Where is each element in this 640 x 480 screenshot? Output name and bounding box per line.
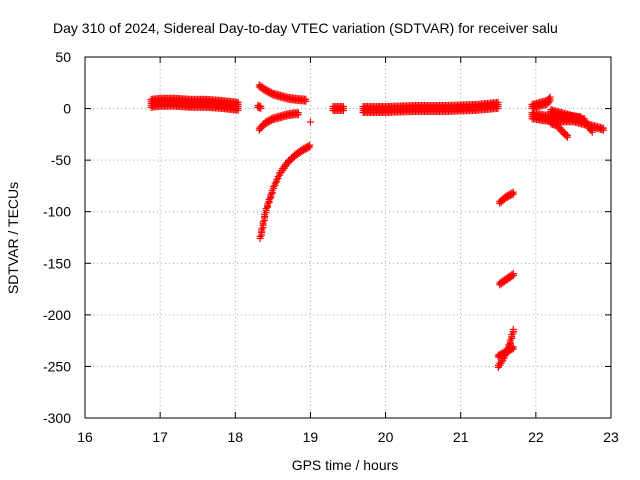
data-point [588, 128, 596, 136]
data-points [147, 81, 607, 371]
data-point [257, 104, 265, 112]
y-axis-label: SDTVAR / TECUs [5, 182, 21, 294]
data-point [508, 273, 516, 281]
chart-title: Day 310 of 2024, Sidereal Day-to-day VTE… [53, 20, 558, 36]
tick-layer [84, 56, 612, 419]
y-tick-label: -100 [43, 204, 71, 220]
data-point [545, 99, 553, 107]
y-tick-label: -50 [51, 152, 71, 168]
data-point [270, 184, 278, 192]
data-point [268, 188, 276, 196]
x-tick-label: 21 [453, 429, 469, 445]
x-axis-label: GPS time / hours [292, 457, 399, 473]
data-point [264, 202, 272, 210]
data-point [302, 97, 310, 105]
data-point [259, 220, 267, 228]
data-point [506, 338, 514, 346]
data-point [294, 111, 302, 119]
plot-frame [84, 56, 612, 419]
data-point [306, 118, 314, 126]
data-point [256, 234, 264, 242]
x-tick-label: 17 [152, 429, 168, 445]
data-point [543, 100, 551, 108]
data-point [508, 333, 516, 341]
y-tick-label: 0 [63, 101, 71, 117]
data-point [563, 133, 571, 141]
tick-labels: 16 17 18 19 20 21 22 23 50 0 -50 -100 -150 -200 -250 -3… [43, 49, 619, 445]
data-point [271, 181, 279, 189]
data-point [255, 126, 263, 134]
data-point [577, 115, 585, 123]
data-point [339, 107, 347, 115]
x-tick-label: 18 [227, 429, 243, 445]
data-point [262, 206, 270, 214]
data-point [258, 123, 266, 131]
data-point [257, 125, 265, 133]
data-point [234, 106, 242, 114]
data-point [509, 345, 517, 353]
data-point [265, 197, 273, 205]
data-point [306, 143, 314, 151]
y-tick-label: -250 [43, 358, 71, 374]
data-point [494, 104, 502, 112]
data-point [546, 97, 554, 105]
x-tick-label: 20 [378, 429, 394, 445]
data-point [273, 178, 281, 186]
x-tick-label: 19 [303, 429, 319, 445]
data-point [509, 272, 517, 280]
data-point [261, 212, 269, 220]
y-tick-label: -300 [43, 410, 71, 426]
x-tick-label: 16 [77, 429, 93, 445]
y-tick-label: -150 [43, 255, 71, 271]
y-tick-label: -200 [43, 307, 71, 323]
data-point [258, 227, 266, 235]
data-point [509, 190, 517, 198]
data-point [599, 126, 607, 134]
data-point [274, 175, 282, 183]
x-tick-label: 22 [528, 429, 544, 445]
x-tick-label: 23 [603, 429, 619, 445]
data-point [267, 193, 275, 201]
y-tick-label: 50 [55, 49, 71, 65]
data-point [509, 327, 517, 335]
